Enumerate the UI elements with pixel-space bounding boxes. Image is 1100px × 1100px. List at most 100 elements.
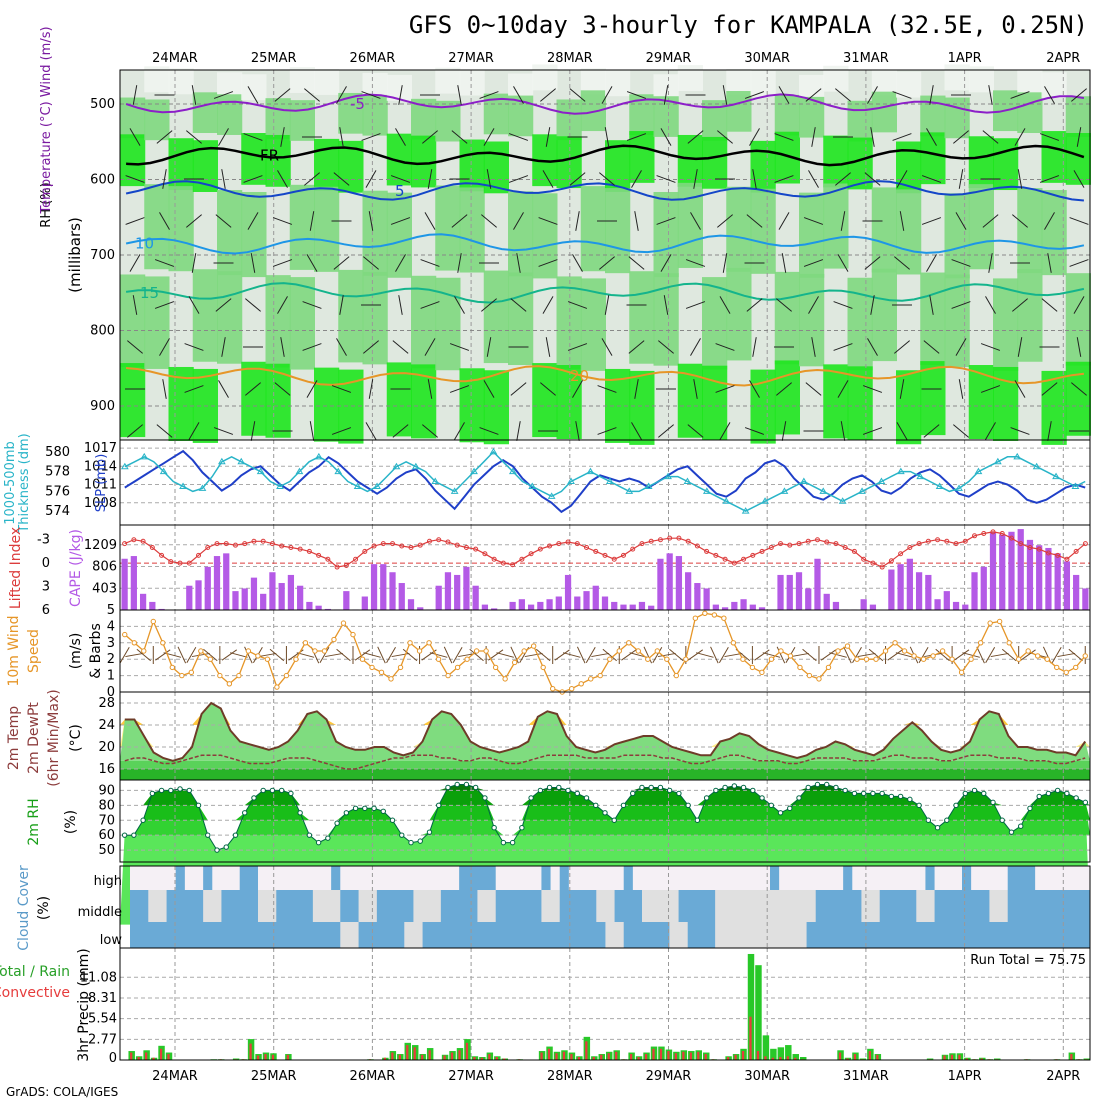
li-marker: [1036, 546, 1042, 552]
wind-speed-marker: [892, 640, 898, 646]
precip-convective-bar: [741, 1051, 745, 1060]
wind-barb: [449, 343, 470, 351]
precip-convective-bar: [398, 1054, 401, 1060]
wind-barb: [454, 296, 465, 314]
wind-speed-marker: [198, 648, 204, 654]
cape-bar: [980, 566, 987, 610]
rh-marker: [648, 784, 654, 791]
wind-barb: [953, 130, 969, 144]
rh-band: [362, 271, 388, 365]
wind-speed-marker: [302, 640, 309, 646]
wind-barb: [186, 214, 202, 228]
date-label-top: 2APR: [1046, 51, 1080, 66]
precip-convective-bar: [137, 1057, 140, 1060]
cloud-cell: [952, 922, 963, 948]
precip-convective-label: Convective: [0, 985, 70, 1001]
cloud-cell: [1026, 890, 1036, 922]
thickness-marker: [392, 462, 401, 470]
precip-convective-bar: [130, 1052, 133, 1060]
cloud-cell: [907, 890, 917, 922]
wind-barb: [545, 127, 551, 147]
cape-bar: [139, 593, 147, 610]
date-label-bottom: 29MAR: [646, 1069, 692, 1084]
precip-convective-bar: [980, 1058, 983, 1060]
li-marker: [694, 543, 700, 549]
li-marker: [593, 548, 599, 554]
temperature-contour: [126, 144, 1085, 167]
dewpt-axis-label: 2m DewPt: [26, 702, 42, 774]
wind-speed-marker: [806, 672, 813, 679]
wind-barb: [1073, 296, 1085, 314]
wind-barb: [687, 424, 704, 438]
wind-barb-10m: [452, 646, 463, 664]
cloud-cell: [1071, 890, 1082, 922]
cloud-cell: [157, 866, 168, 890]
rh-marker: [999, 817, 1005, 823]
wind-barb-10m: [377, 646, 386, 664]
cape-bar: [149, 601, 156, 610]
rh-band: [168, 68, 194, 95]
precip-convective-bar: [629, 1054, 633, 1060]
wind-barb: [336, 86, 347, 104]
cape-bar: [601, 596, 609, 610]
cloud-cell: [642, 866, 652, 890]
cloud-cell: [852, 922, 862, 948]
cloud-cell: [312, 866, 323, 890]
rh-marker: [214, 847, 220, 853]
wind-barb: [746, 214, 763, 228]
cloud-cell: [852, 866, 862, 890]
cloud-cell: [367, 922, 378, 948]
cloud-cell: [587, 922, 597, 948]
li-marker: [981, 530, 987, 536]
date-label-top: 28MAR: [547, 51, 593, 66]
cape-bar: [269, 572, 276, 610]
wind-barb: [365, 170, 377, 188]
y-tick-label: 5: [107, 603, 115, 618]
cape-bar: [204, 566, 211, 610]
wind-barb-10m: [1068, 648, 1083, 662]
wind-barb: [896, 170, 908, 188]
wind-barb: [837, 254, 849, 272]
rh-marker: [362, 805, 368, 812]
wind-speed-marker: [169, 664, 176, 671]
thickness-marker: [664, 472, 672, 480]
li-marker: [547, 543, 553, 549]
wind-barb: [663, 295, 669, 315]
wind-barb-10m: [696, 652, 714, 658]
wind-speed-marker: [835, 648, 841, 654]
cloud-cell: [166, 890, 177, 922]
wind-barb-10m: [868, 648, 884, 662]
cloud-cell: [495, 866, 506, 890]
thickness-marker: [179, 482, 187, 489]
rh-band: [847, 100, 873, 142]
cloud-cell: [276, 890, 286, 922]
rh-band: [871, 91, 897, 133]
wind-speed-marker: [312, 648, 318, 654]
rh-marker: [1082, 799, 1089, 806]
wind-barb-10m: [469, 648, 484, 662]
wind-barb: [486, 169, 492, 189]
wind-barb: [392, 340, 409, 354]
cloud-cell: [696, 890, 707, 922]
rh-band: [556, 99, 582, 141]
cloud-cell: [212, 922, 222, 948]
cloud-cell: [623, 890, 634, 922]
rh-marker: [630, 790, 636, 797]
cloud-cell: [194, 922, 204, 948]
rh-band: [702, 136, 728, 189]
cloud-cell: [258, 890, 268, 922]
cloud-cell: [541, 866, 552, 890]
wind-barb: [245, 382, 261, 396]
slp-axis-label: SLP (mb): [94, 454, 109, 513]
cloud-cell: [578, 922, 588, 948]
li-marker: [879, 564, 885, 570]
cloud-cell: [797, 922, 808, 948]
rh-marker: [519, 825, 525, 831]
wind-barb: [280, 337, 285, 357]
cloud-cell: [450, 922, 460, 948]
cape-bar: [491, 608, 498, 610]
rh-band: [1065, 96, 1091, 137]
rh-marker: [611, 817, 617, 823]
wind-barb: [985, 296, 996, 314]
wind-speed-marker: [711, 612, 718, 618]
